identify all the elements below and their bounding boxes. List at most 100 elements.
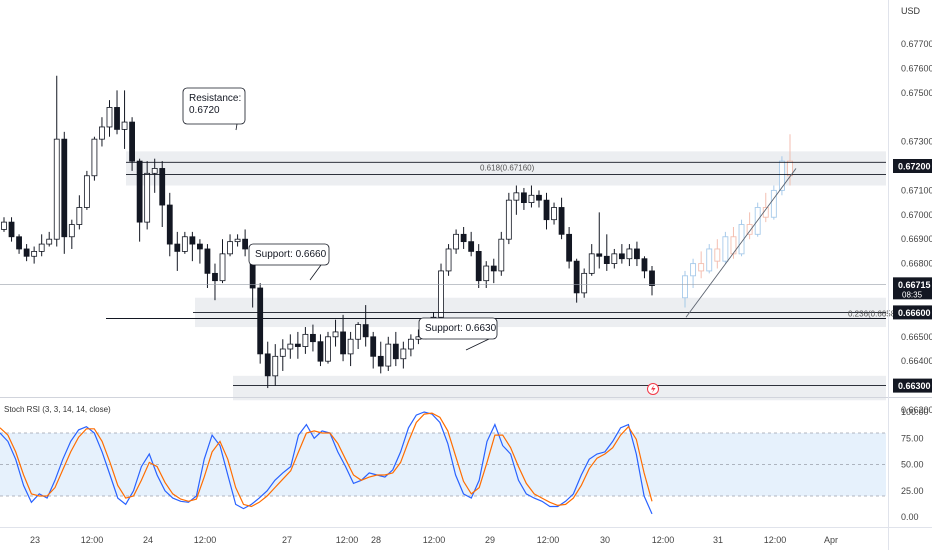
candle-body xyxy=(498,238,505,272)
candle xyxy=(302,327,309,354)
callout-text: Resistance: xyxy=(189,93,241,104)
stoch-d-line xyxy=(0,412,653,508)
candle xyxy=(551,202,557,225)
candle xyxy=(219,239,226,284)
candle-body xyxy=(114,107,120,130)
candle-body xyxy=(310,333,316,343)
countdown-value: 08:35 xyxy=(902,290,923,299)
candle xyxy=(505,192,512,245)
candle xyxy=(31,246,38,264)
candle xyxy=(68,219,75,249)
projected-body xyxy=(787,160,793,177)
candle xyxy=(227,234,233,257)
candle-body xyxy=(641,258,648,272)
drawing-layer[interactable]: 0.618(0.67160) 0.236(0.66580) Resistance:0… xyxy=(0,87,903,395)
projected-body xyxy=(770,189,777,218)
candle xyxy=(483,261,490,288)
candle-body xyxy=(521,192,527,203)
current-price-value: 0.66715 xyxy=(898,280,931,290)
candle xyxy=(566,227,573,269)
candle-body xyxy=(460,233,467,243)
candle-body xyxy=(294,343,301,347)
candle xyxy=(272,344,279,386)
candle xyxy=(588,244,595,276)
time-tick-label: 28 xyxy=(371,535,381,545)
candle-body xyxy=(197,243,203,250)
candle xyxy=(385,336,392,371)
candle xyxy=(475,244,482,288)
candle xyxy=(114,90,120,135)
support-6660-callout: Support: 0.6660 xyxy=(248,243,330,281)
candle xyxy=(603,234,610,271)
candle xyxy=(91,136,98,181)
time-tick-label: 24 xyxy=(143,535,153,545)
candle xyxy=(370,331,377,369)
candle xyxy=(159,161,166,227)
stoch-tick-label: 100.00 xyxy=(901,407,929,417)
projected-body xyxy=(682,275,688,299)
candle-body xyxy=(347,338,354,355)
time-tick-label: 12:00 xyxy=(423,535,446,545)
candle xyxy=(257,283,264,364)
price-tick-label: 0.66500 xyxy=(901,332,932,342)
candle xyxy=(581,268,588,298)
candle xyxy=(438,263,444,323)
candle-body xyxy=(53,138,60,240)
candle xyxy=(490,258,497,284)
projected-candle xyxy=(730,227,737,259)
candle-body xyxy=(581,272,588,294)
time-tick-label: Apr xyxy=(824,535,838,545)
candle xyxy=(498,231,505,276)
candle-layer xyxy=(1,75,793,389)
candle xyxy=(528,185,535,208)
candle-body xyxy=(611,253,618,264)
candle-body xyxy=(596,253,603,257)
candle-body xyxy=(551,207,557,221)
candle xyxy=(61,131,68,254)
candle-body xyxy=(144,172,151,223)
candle xyxy=(197,239,203,264)
candle-body xyxy=(272,355,279,377)
candle xyxy=(174,231,181,271)
time-tick-label: 12:00 xyxy=(764,535,787,545)
candle xyxy=(23,244,30,262)
candle-body xyxy=(392,343,399,360)
projected-candle xyxy=(682,270,688,308)
candle xyxy=(46,231,53,247)
lightning-icon-bolt xyxy=(651,385,656,393)
sr-zone xyxy=(233,375,886,401)
fib-label-236: 0.236(0.66580) xyxy=(848,310,903,319)
price-tick-label: 0.67500 xyxy=(901,88,932,98)
time-tick-label: 29 xyxy=(485,535,495,545)
candle xyxy=(558,197,565,240)
candle xyxy=(264,341,271,389)
time-tick-label: 30 xyxy=(600,535,610,545)
candle xyxy=(407,334,414,357)
callout-box xyxy=(248,243,330,266)
candle-body xyxy=(166,204,173,245)
candle-body xyxy=(83,175,90,208)
callout-box xyxy=(418,317,498,340)
time-tick-label: 31 xyxy=(713,535,723,545)
candle-body xyxy=(264,353,271,377)
candle-body xyxy=(302,333,309,347)
candle-body xyxy=(129,121,135,162)
candle xyxy=(166,192,173,257)
candle-body xyxy=(227,241,233,255)
candle-body xyxy=(634,248,640,260)
price-tag: 0.66600 xyxy=(893,305,932,320)
candle-body xyxy=(362,324,369,338)
candle-body xyxy=(151,168,158,174)
candle xyxy=(543,192,550,230)
candle xyxy=(400,341,407,369)
stoch-tick-label: 0.00 xyxy=(901,512,919,522)
callout-text: Support: 0.6630 xyxy=(425,323,497,334)
candle xyxy=(204,244,211,288)
projected-candle xyxy=(738,219,745,257)
projected-candle xyxy=(722,231,729,264)
price-tag-label: 0.66300 xyxy=(898,381,931,391)
candle-body xyxy=(332,331,339,338)
price-tick-label: 0.67300 xyxy=(901,137,932,147)
